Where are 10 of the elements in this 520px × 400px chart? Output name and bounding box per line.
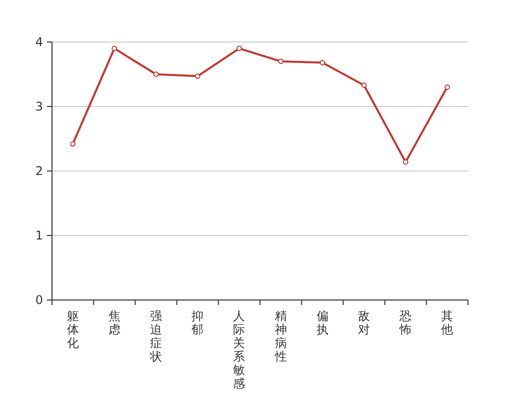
point [153,72,159,77]
point [361,82,367,88]
point [320,60,326,66]
point [444,84,450,90]
point [278,58,284,64]
point [402,159,408,165]
point [236,46,242,52]
point [112,46,118,52]
point [194,73,200,79]
point [70,141,76,147]
